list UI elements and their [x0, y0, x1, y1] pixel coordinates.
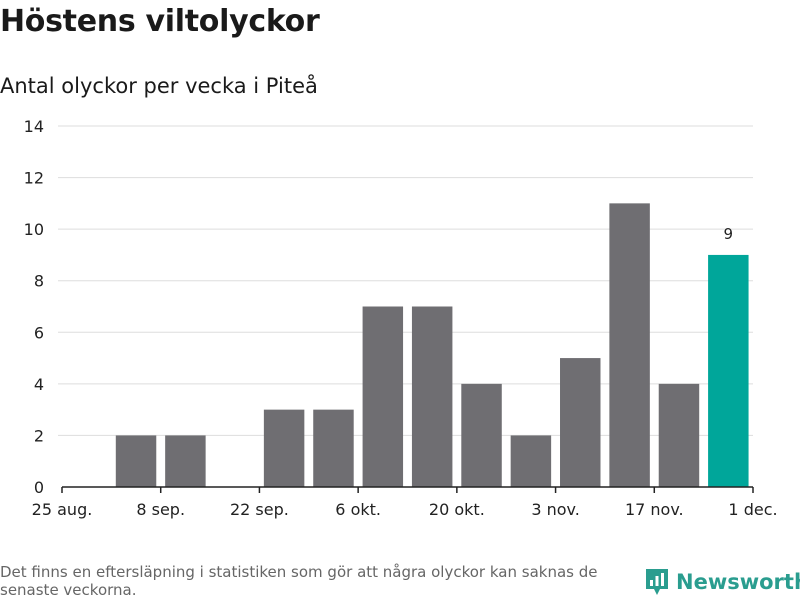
bar — [461, 383, 502, 487]
y-tick-label: 14 — [24, 117, 44, 136]
x-tick-label: 20 okt. — [429, 500, 485, 519]
x-tick-label: 6 okt. — [335, 500, 381, 519]
chart-title: Höstens viltolyckor — [0, 4, 320, 39]
bar — [313, 409, 354, 487]
bar — [560, 358, 601, 487]
bar — [609, 203, 650, 487]
bar — [411, 306, 453, 487]
brand-name: Newsworthy — [676, 570, 800, 594]
y-tick-label: 0 — [34, 478, 44, 497]
x-tick-label: 25 aug. — [32, 500, 93, 519]
bar-chart: 0 2 4 6 8 10 12 14 9 25 aug. 8 sep. 22 sep. 6 okt. 20… — [24, 117, 778, 519]
bar — [510, 435, 552, 487]
x-tick-label: 3 nov. — [531, 500, 580, 519]
y-tick-label: 2 — [34, 426, 44, 445]
x-tick-label: 17 nov. — [625, 500, 684, 519]
x-tick-label: 22 sep. — [230, 500, 289, 519]
chart-subtitle: Antal olyckor per vecka i Piteå — [0, 74, 318, 98]
brand-logo: Newsworthy — [644, 567, 800, 597]
bar — [362, 306, 404, 487]
y-tick-label: 12 — [24, 169, 44, 188]
y-tick-label: 4 — [34, 375, 44, 394]
bar — [165, 435, 206, 487]
data-label: 9 — [724, 225, 734, 243]
footnote: Det finns en eftersläpning i statistiken… — [0, 563, 598, 599]
bar — [658, 383, 700, 487]
y-tick-label: 6 — [34, 323, 44, 342]
bar — [708, 254, 749, 487]
newsworthy-logo-icon — [646, 569, 668, 595]
x-tick-label: 8 sep. — [136, 500, 185, 519]
y-tick-label: 8 — [34, 272, 44, 291]
bar — [263, 409, 305, 487]
y-tick-label: 10 — [24, 220, 44, 239]
bar — [115, 435, 157, 487]
x-tick-label: 1 dec. — [728, 500, 777, 519]
